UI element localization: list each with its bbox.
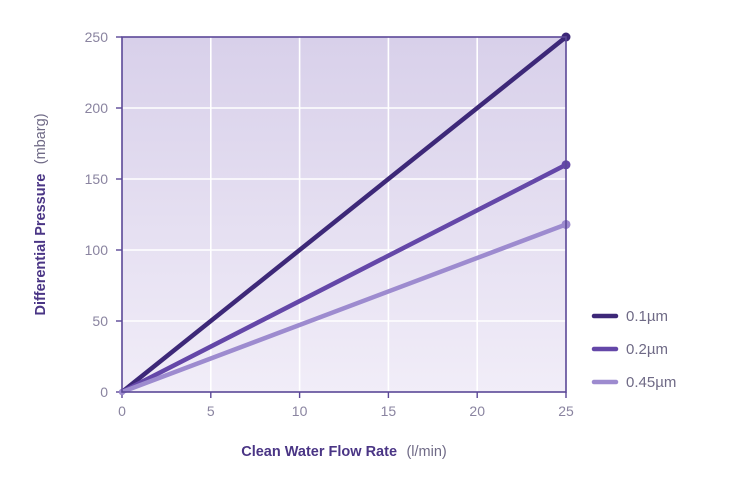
y-tick-label: 250 [85,29,109,45]
x-tick-label: 15 [381,403,397,419]
legend-label-2: 0.2µm [626,341,668,358]
x-tick-label: 10 [292,403,308,419]
x-axis-ticks: 0 5 10 15 20 25 [118,392,574,419]
x-axis-title: Clean Water Flow Rate (l/min) [241,443,447,460]
y-tick-label: 150 [85,171,109,187]
series-line-3 [119,222,569,395]
y-axis-title: Differential Pressure (mbarg) [32,113,49,315]
x-tick-label: 25 [558,403,574,419]
x-tick-label: 5 [207,403,215,419]
y-axis-ticks: 0 50 100 150 200 250 [85,29,122,400]
legend-label-1: 0.1µm [626,308,668,325]
x-axis-title-main: Clean Water Flow Rate [241,444,397,460]
plot-frame [121,36,567,393]
y-tick-label: 50 [92,313,108,329]
y-tick-label: 100 [85,242,109,258]
x-tick-label: 0 [118,403,126,419]
series-group [119,32,571,395]
y-axis-title-main: Differential Pressure [33,174,49,316]
legend: 0.1µm 0.2µm 0.45µm [591,308,676,391]
y-tick-label: 0 [100,384,108,400]
series-line-1 [119,34,569,395]
series-line-2 [119,162,569,395]
legend-label-3: 0.45µm [626,374,676,391]
x-tick-label: 20 [469,403,485,419]
y-axis-title-unit: (mbarg) [33,113,49,164]
y-tick-label: 200 [85,100,109,116]
x-axis-title-unit: (l/min) [406,444,446,460]
